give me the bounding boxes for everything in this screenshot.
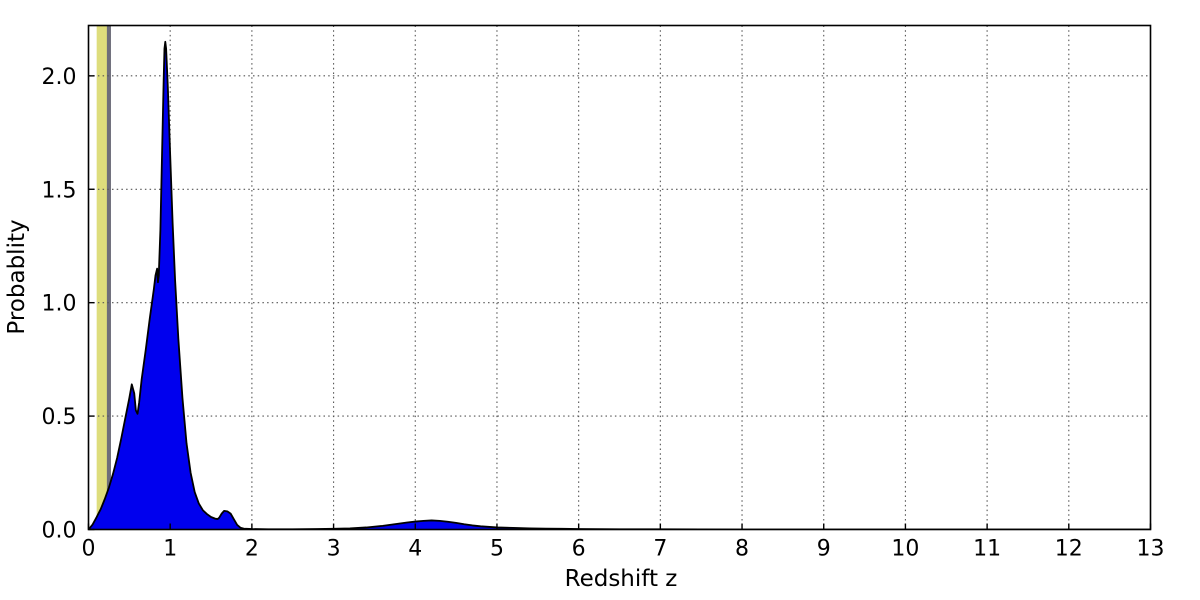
plot-frame	[87, 24, 1152, 531]
y-tick-label: 1.0	[42, 292, 77, 317]
y-tick-labels: 0.0 0.5 1.0 1.5 2.0	[42, 65, 77, 544]
annotation-bands	[96, 25, 111, 530]
axes-frame	[87, 24, 1152, 531]
x-tick-label: 7	[653, 537, 667, 562]
x-tick-label: 12	[1055, 537, 1083, 562]
y-tick-label: 0.0	[42, 519, 77, 544]
x-tick-labels: 0 1 2 3 4 5 6 7 8 9 10 11 12 13	[82, 537, 1165, 562]
x-tick-label: 8	[735, 537, 749, 562]
x-tick-label: 4	[408, 537, 422, 562]
x-tick-label: 11	[973, 537, 1001, 562]
yellow-band	[96, 25, 108, 530]
x-tick-label: 6	[572, 537, 586, 562]
x-tick-label: 5	[490, 537, 504, 562]
gridlines	[88, 25, 1151, 530]
gray-band	[106, 25, 111, 530]
tick-marks	[87, 75, 1152, 531]
y-tick-label: 0.5	[42, 405, 77, 430]
series-outline-0	[88, 40, 1151, 530]
x-axis-title: Redshift z	[565, 566, 678, 592]
x-tick-label: 9	[817, 537, 831, 562]
y-axis-title: Probablity	[4, 219, 30, 334]
x-tick-label: 10	[891, 537, 919, 562]
x-tick-label: 0	[82, 537, 96, 562]
x-tick-label: 1	[163, 537, 177, 562]
x-tick-label: 2	[245, 537, 259, 562]
y-tick-label: 2.0	[42, 65, 77, 90]
x-tick-label: 3	[327, 537, 341, 562]
y-tick-label: 1.5	[42, 178, 77, 203]
series-group	[88, 40, 1151, 530]
x-tick-label: 13	[1137, 537, 1165, 562]
